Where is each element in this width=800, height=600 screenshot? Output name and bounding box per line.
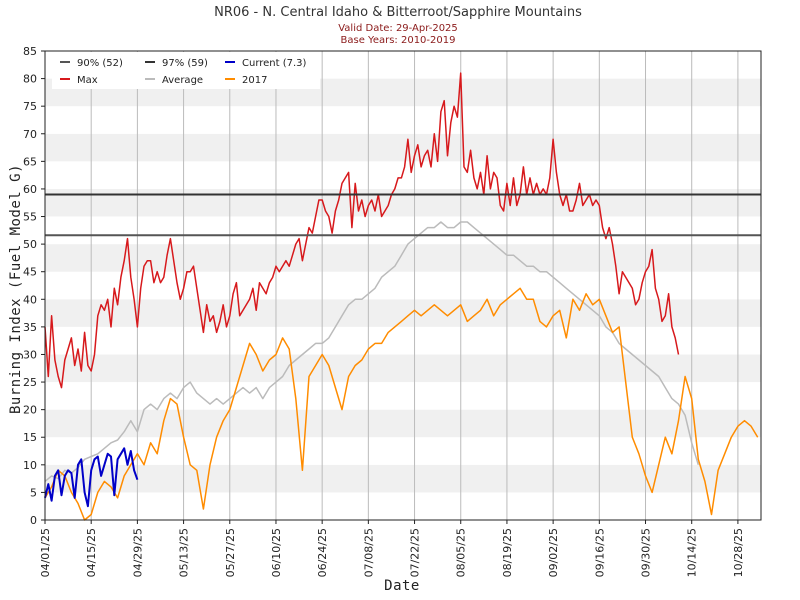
y-tick-label: 15 (23, 431, 37, 444)
y-tick-label: 20 (23, 404, 37, 417)
plot-background-bands (45, 51, 761, 520)
legend-max-label: Max (77, 75, 98, 86)
x-tick-label: 04/29/25 (131, 528, 144, 577)
plot-band (45, 244, 761, 272)
x-tick-label: 06/10/25 (270, 528, 283, 577)
x-tick-label: 08/19/25 (501, 528, 514, 577)
plot-band (45, 382, 761, 410)
y-tick-label: 25 (23, 376, 37, 389)
x-tick-label: 04/01/25 (39, 528, 52, 577)
x-axis-title: Date (384, 578, 420, 594)
y-axis-title: Burning Index (Fuel Model G) (8, 164, 24, 414)
plot-frame (44, 50, 762, 521)
x-tick-label: 07/08/25 (362, 528, 375, 577)
plot-band (45, 409, 761, 438)
plot-band (45, 492, 761, 520)
plot-band (45, 326, 761, 355)
plot-band (45, 299, 761, 327)
y-tick-label: 85 (23, 45, 37, 58)
plot-band (45, 437, 761, 465)
y-tick-label: 55 (23, 211, 37, 224)
y-tick-label: 35 (23, 321, 37, 334)
series-current-7-3-line (44, 447, 139, 508)
x-tick-label: 05/27/25 (224, 528, 237, 577)
legend-97-59-label: 97% (59) (162, 58, 208, 69)
chart-subtitle-valid-date: Valid Date: 29-Apr-2025 (338, 23, 458, 34)
y-tick-label: 75 (23, 100, 37, 113)
plot-band (45, 133, 761, 162)
x-tick-label: 09/30/25 (640, 528, 653, 577)
plot-band (45, 188, 761, 217)
y-tick-label: 45 (23, 266, 37, 279)
y-tick-label: 0 (30, 514, 37, 527)
x-tick-label: 09/16/25 (593, 528, 606, 577)
plot-band (45, 216, 761, 245)
x-tick-label: 04/15/25 (85, 528, 98, 577)
series-2017-line (44, 287, 759, 521)
x-tick-label: 06/24/25 (316, 528, 329, 577)
chart-subtitle-base-years: Base Years: 2010-2019 (341, 35, 456, 46)
series-max-line (44, 72, 680, 389)
legend-2017-label: 2017 (242, 75, 267, 86)
x-tick-label: 07/22/25 (409, 528, 422, 577)
plot-band (45, 464, 761, 493)
x-tick-label: 09/02/25 (547, 528, 560, 577)
plot-band (45, 106, 761, 134)
y-axis-ticks: 0 5 10 15 20 25 30 35 40 45 50 55 60 65 70 75 80 85 (23, 45, 45, 527)
plot-band (45, 161, 761, 189)
legend-average-label: Average (162, 75, 203, 86)
series-layer (44, 72, 761, 521)
legend-90-52-label: 90% (52) (77, 58, 123, 69)
chart-title: NR06 - N. Central Idaho & Bitterroot/Sap… (214, 5, 582, 20)
legend-box (52, 52, 320, 89)
y-tick-label: 65 (23, 155, 37, 168)
x-axis-ticks: 04/01/25 04/15/25 04/29/25 05/13/25 05/27/25… (39, 520, 745, 577)
y-tick-label: 40 (23, 293, 37, 306)
legend: 90% (52) 97% (59) Current (7.3) Max Average 2… (52, 52, 320, 89)
x-tick-label: 10/28/25 (732, 528, 745, 577)
y-tick-label: 70 (23, 128, 37, 141)
y-tick-label: 5 (30, 486, 37, 499)
x-tick-label: 10/14/25 (686, 528, 699, 577)
y-tick-label: 80 (23, 73, 37, 86)
y-tick-label: 10 (23, 459, 37, 472)
legend-current-7-3-label: Current (7.3) (242, 58, 307, 69)
y-tick-label: 60 (23, 183, 37, 196)
series-average-line (44, 221, 700, 482)
x-tick-label: 05/13/25 (178, 528, 191, 577)
y-tick-label: 30 (23, 348, 37, 361)
y-tick-label: 50 (23, 238, 37, 251)
plot-band (45, 354, 761, 383)
x-tick-label: 08/05/25 (455, 528, 468, 577)
